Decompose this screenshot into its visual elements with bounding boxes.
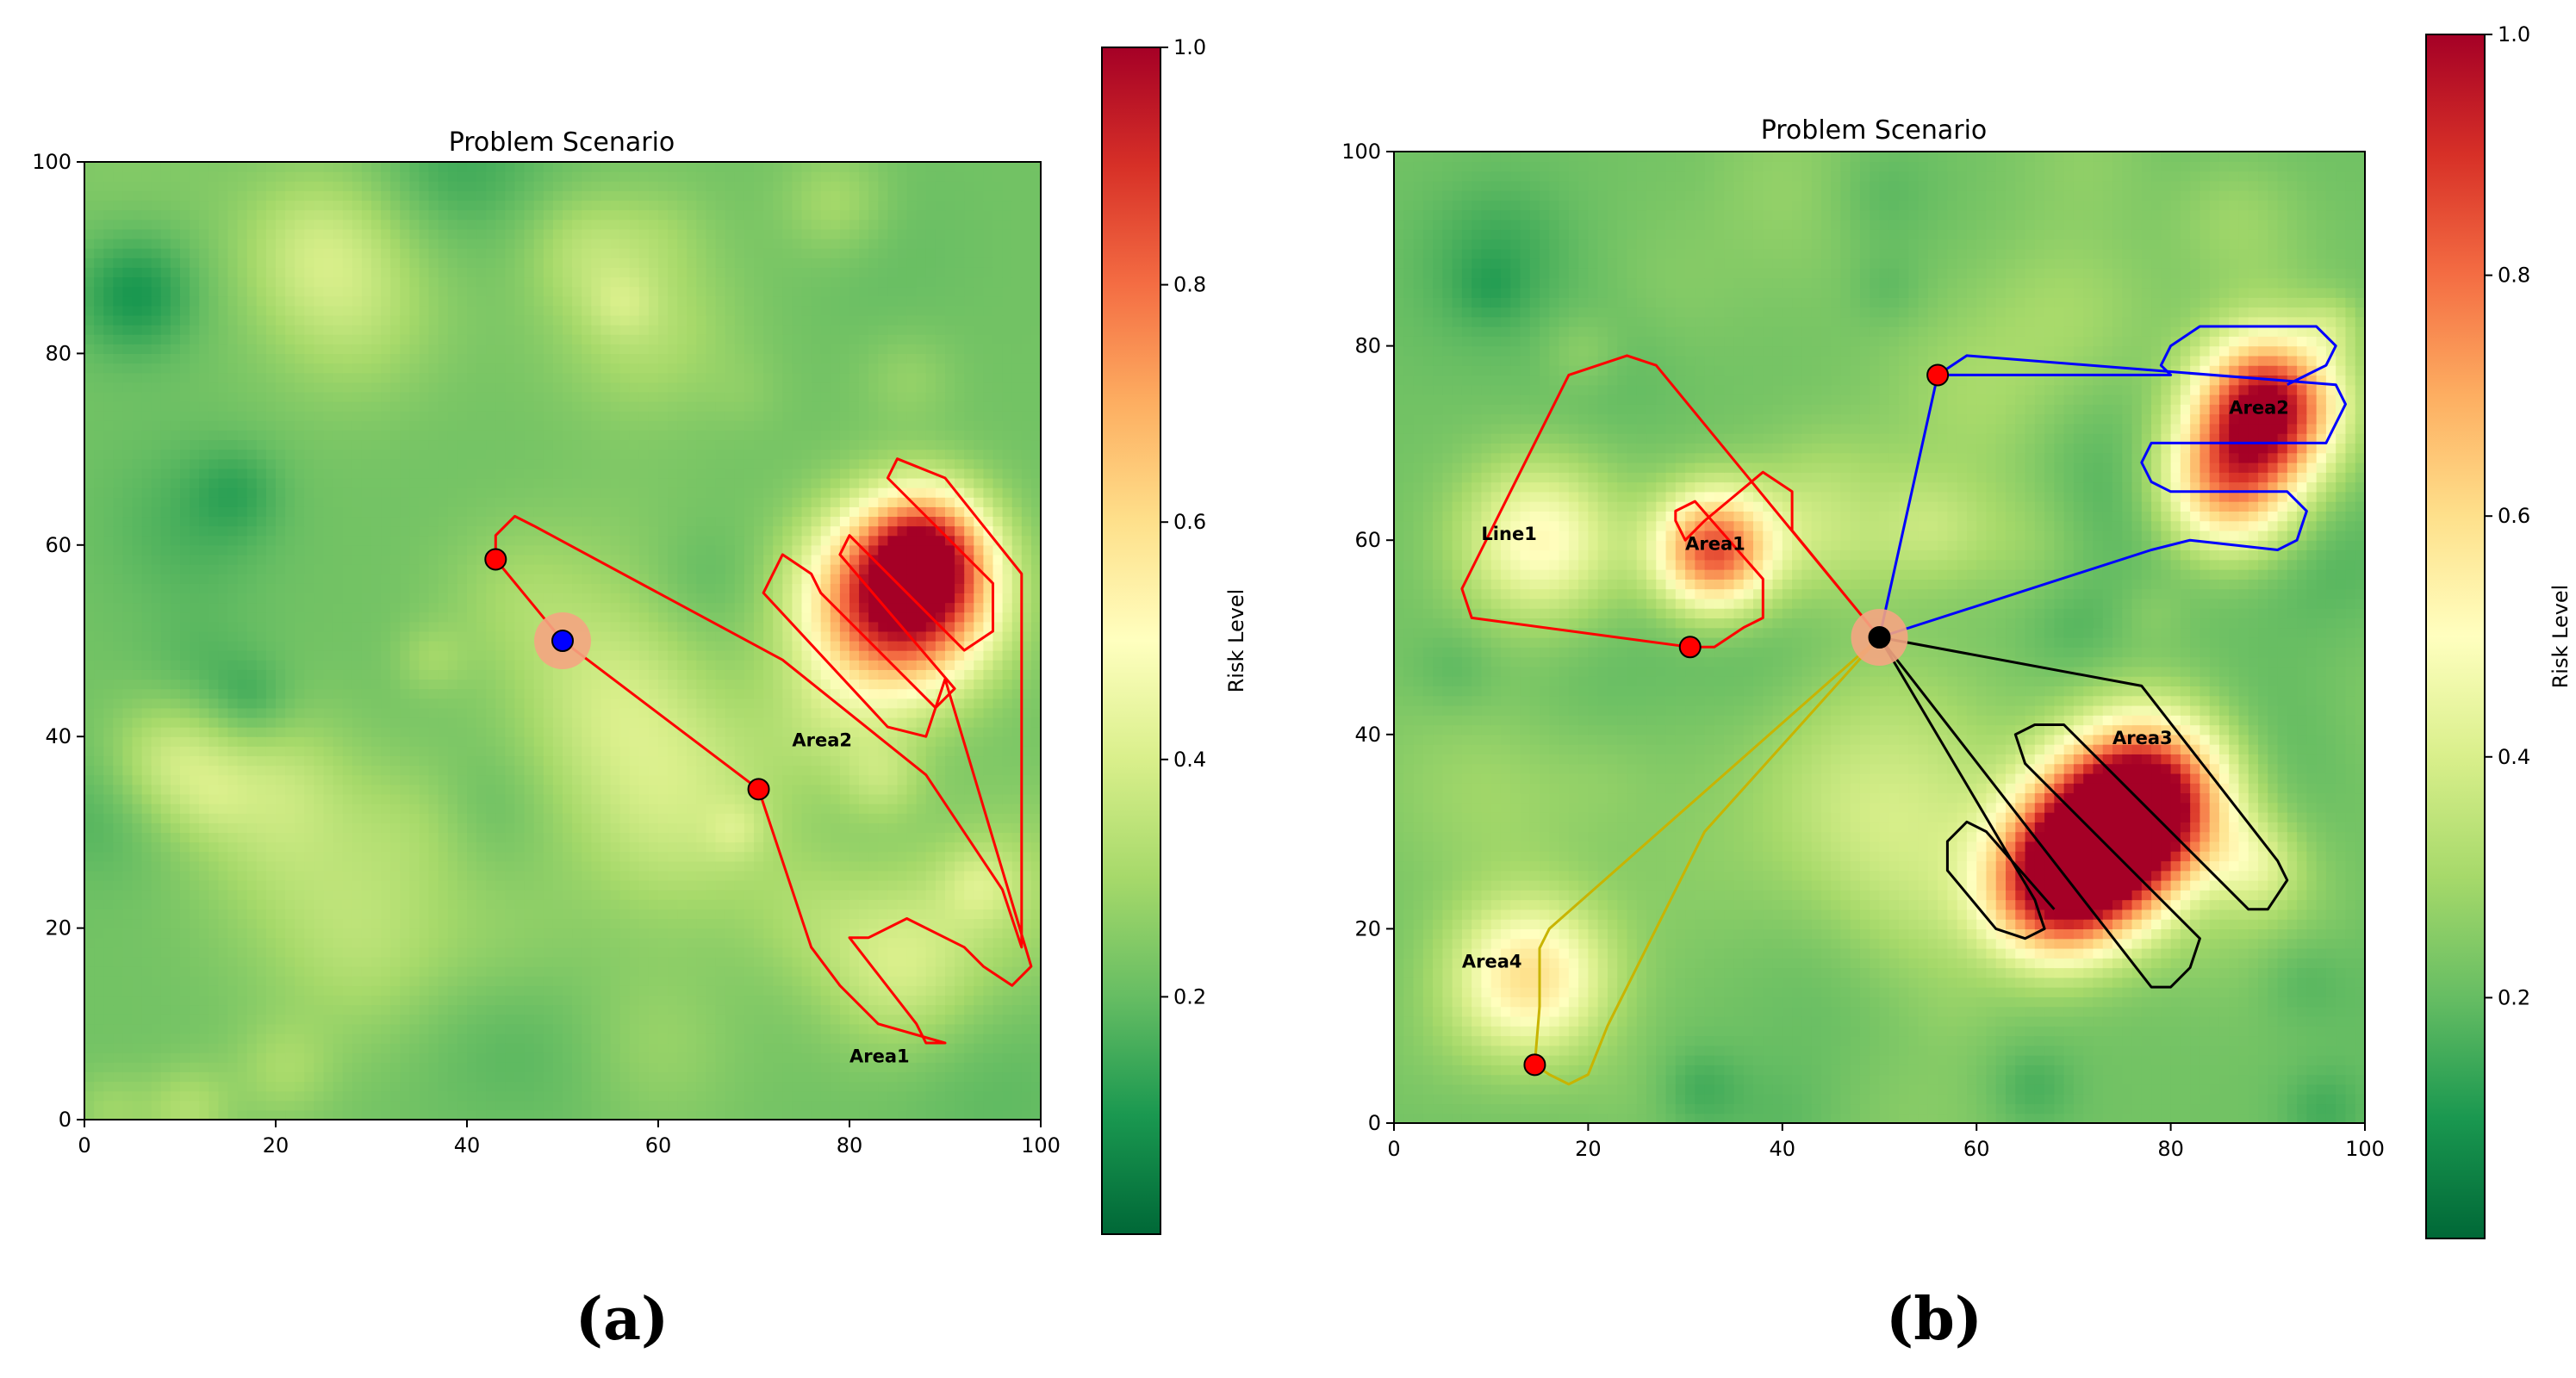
colorbar-tick-label: 0.8	[1173, 273, 1206, 297]
panel-a-colorbar: 0.2 0.4 0.6 0.8 1.0 Risk Level	[1101, 35, 1248, 1235]
point-target-marker	[1926, 363, 1950, 387]
panel-b-caption: (b)	[1886, 1285, 1982, 1354]
area-label: Area1	[849, 1046, 910, 1066]
x-tick-label: 100	[2345, 1137, 2385, 1161]
route-uav2	[1878, 354, 2347, 639]
depot-marker	[1868, 626, 1891, 649]
route-uav4	[1533, 636, 1881, 1065]
y-tick-label: 0	[1368, 1111, 1381, 1135]
colorbar-tick-label: 0.2	[1173, 984, 1206, 1009]
y-tick-label: 20	[1354, 916, 1381, 940]
x-tick-label: 100	[1021, 1133, 1061, 1158]
point-target-marker	[484, 548, 507, 571]
y-tick-label: 80	[1354, 334, 1381, 358]
panel-a: Problem Scenario Area2 Area1 0 20 40 60 80 100…	[32, 35, 1248, 1354]
panel-b-plot-area: Line1 Area1 Area2 Area3 Area4	[1394, 152, 2365, 1123]
point-target-marker	[747, 778, 770, 801]
x-tick-label: 60	[645, 1133, 672, 1158]
x-tick-label: 40	[454, 1133, 481, 1158]
area-label: Area3	[2112, 728, 2173, 748]
route-uav3	[1878, 636, 2289, 989]
y-tick-label: 100	[1341, 140, 1381, 164]
x-tick-label: 40	[1770, 1137, 1796, 1161]
y-tick-label: 60	[1354, 528, 1381, 552]
y-tick-label: 40	[1354, 723, 1381, 747]
risk-heatmap	[84, 162, 1041, 1120]
point-target-marker	[1678, 636, 1702, 659]
colorbar-tick-label: 0.6	[2498, 504, 2530, 528]
route-uav2b	[1938, 325, 2337, 387]
route-uav3b	[1878, 636, 2056, 940]
x-tick-label: 80	[2157, 1137, 2184, 1161]
x-tick-label: 60	[1963, 1137, 1990, 1161]
panel-b-title: Problem Scenario	[1761, 115, 1988, 146]
x-tick-label: 20	[263, 1133, 289, 1158]
x-tick-label: 0	[1387, 1137, 1400, 1161]
panel-a-title: Problem Scenario	[449, 127, 675, 158]
panel-a-plot-area: Area2 Area1	[84, 162, 1041, 1120]
panel-b-colorbar: 0.2 0.4 0.6 0.8 1.0 Risk Level	[2425, 22, 2573, 1239]
y-tick-label: 20	[45, 916, 72, 940]
area-label: Line1	[1481, 524, 1536, 544]
colorbar-tick-label: 1.0	[1173, 35, 1206, 59]
panel-b: Problem Scenario Line1 Area1 Area2 Area3 Are…	[1341, 22, 2573, 1354]
colorbar-label: Risk Level	[1224, 589, 1248, 693]
plot-frame	[1393, 151, 2366, 1124]
plot-frame	[84, 161, 1042, 1120]
x-tick-label: 0	[78, 1133, 90, 1158]
colorbar-tick-label: 0.8	[2498, 264, 2530, 288]
y-tick-label: 100	[32, 150, 72, 174]
y-tick-label: 0	[59, 1108, 72, 1132]
x-tick-label: 20	[1575, 1137, 1602, 1161]
colorbar-tick-label: 1.0	[2498, 22, 2530, 47]
route-uav1	[1460, 354, 1881, 649]
risk-heatmap	[1394, 152, 2365, 1123]
y-tick-label: 80	[45, 341, 72, 365]
route-uav1	[494, 457, 1033, 1045]
area-label: Area4	[1462, 952, 1522, 972]
panel-a-axes: 0 20 40 60 80 100 0 20 40 60 80 100	[32, 150, 1061, 1158]
colorbar-tick-label: 0.6	[1173, 510, 1206, 534]
colorbar-gradient	[1101, 47, 1161, 1235]
colorbar-tick-label: 0.2	[2498, 985, 2530, 1009]
colorbar-tick-label: 0.4	[2498, 745, 2530, 769]
area-label: Area1	[1685, 533, 1745, 554]
area-label: Area2	[2229, 398, 2289, 419]
y-tick-label: 60	[45, 533, 72, 557]
colorbar-tick-label: 0.4	[1173, 748, 1206, 772]
colorbar-gradient	[2425, 34, 2486, 1239]
area-label: Area2	[792, 729, 852, 750]
colorbar-label: Risk Level	[2548, 585, 2573, 689]
point-target-marker	[1523, 1053, 1546, 1077]
depot-marker	[551, 630, 574, 652]
route-uav4b	[1534, 636, 1881, 1086]
panel-a-caption: (a)	[576, 1285, 669, 1354]
x-tick-label: 80	[837, 1133, 863, 1158]
y-tick-label: 40	[45, 724, 72, 748]
panel-b-axes: 0 20 40 60 80 100 0 20 40 60 80 100	[1341, 140, 2385, 1161]
